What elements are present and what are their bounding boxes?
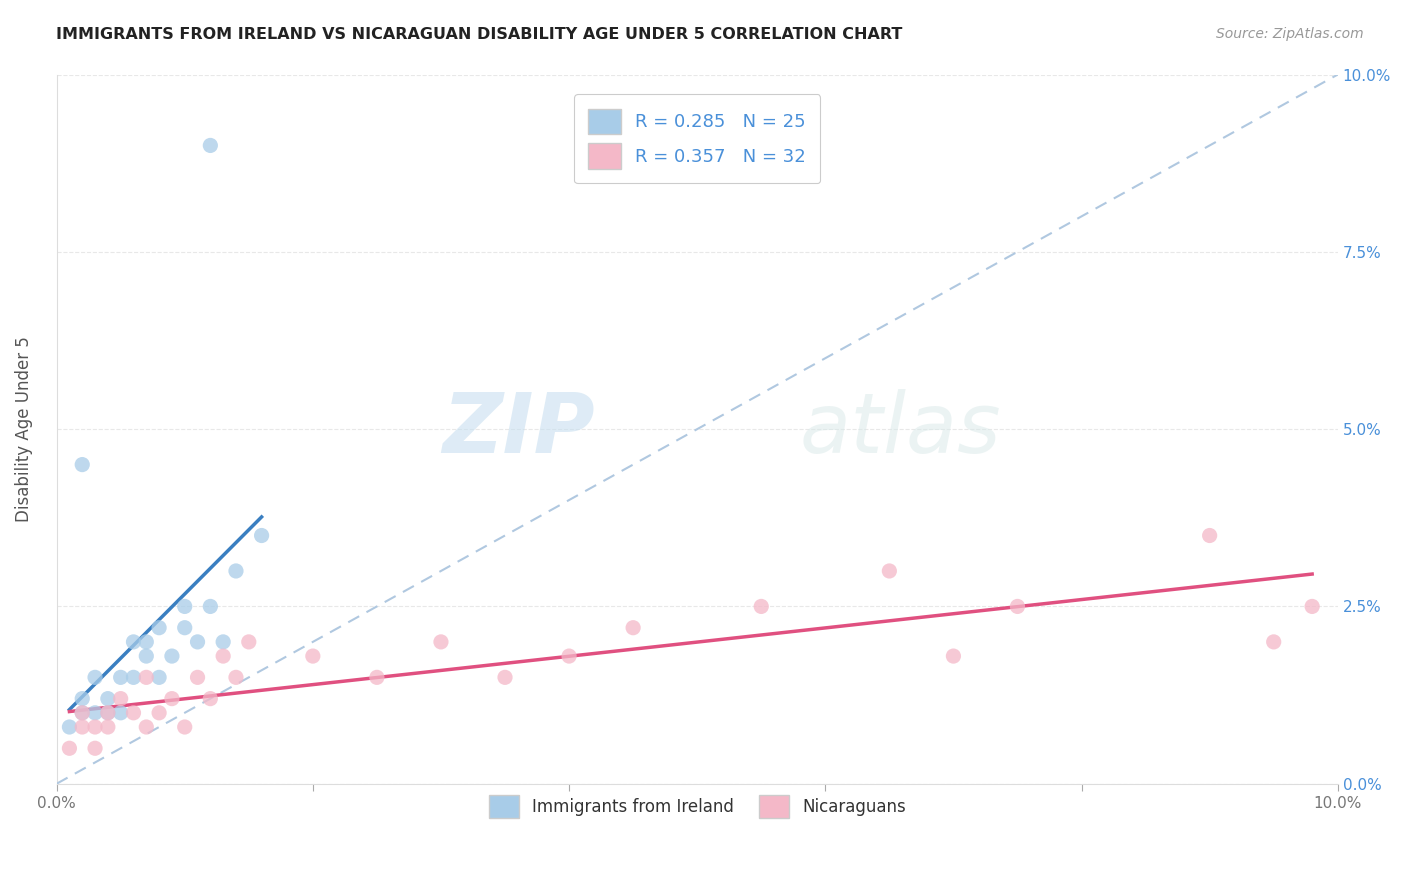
Point — [135, 635, 157, 649]
Point — [200, 691, 222, 706]
Point — [558, 649, 581, 664]
Point — [148, 621, 170, 635]
Point — [148, 670, 170, 684]
Point — [135, 720, 157, 734]
Point — [879, 564, 901, 578]
Point — [430, 635, 453, 649]
Point — [1301, 599, 1323, 614]
Point — [1007, 599, 1029, 614]
Point — [160, 691, 183, 706]
Point — [200, 599, 222, 614]
Legend: Immigrants from Ireland, Nicaraguans: Immigrants from Ireland, Nicaraguans — [482, 789, 912, 825]
Point — [1198, 528, 1220, 542]
Point — [70, 691, 93, 706]
Point — [58, 741, 80, 756]
Point — [70, 720, 93, 734]
Point — [173, 621, 195, 635]
Point — [302, 649, 325, 664]
Point — [225, 670, 247, 684]
Point — [84, 706, 107, 720]
Point — [84, 720, 107, 734]
Point — [122, 706, 145, 720]
Point — [749, 599, 772, 614]
Text: Source: ZipAtlas.com: Source: ZipAtlas.com — [1216, 27, 1364, 41]
Point — [173, 599, 195, 614]
Point — [135, 649, 157, 664]
Point — [186, 635, 208, 649]
Point — [942, 649, 965, 664]
Point — [366, 670, 388, 684]
Point — [250, 528, 273, 542]
Point — [110, 706, 132, 720]
Point — [84, 741, 107, 756]
Text: IMMIGRANTS FROM IRELAND VS NICARAGUAN DISABILITY AGE UNDER 5 CORRELATION CHART: IMMIGRANTS FROM IRELAND VS NICARAGUAN DI… — [56, 27, 903, 42]
Point — [97, 706, 120, 720]
Point — [238, 635, 260, 649]
Point — [148, 706, 170, 720]
Point — [70, 706, 93, 720]
Point — [186, 670, 208, 684]
Point — [70, 706, 93, 720]
Point — [160, 649, 183, 664]
Point — [110, 691, 132, 706]
Point — [97, 720, 120, 734]
Point — [70, 458, 93, 472]
Point — [225, 564, 247, 578]
Y-axis label: Disability Age Under 5: Disability Age Under 5 — [15, 336, 32, 522]
Point — [110, 670, 132, 684]
Point — [84, 670, 107, 684]
Point — [212, 649, 235, 664]
Point — [135, 670, 157, 684]
Point — [1263, 635, 1285, 649]
Point — [200, 138, 222, 153]
Text: ZIP: ZIP — [441, 389, 595, 469]
Point — [97, 706, 120, 720]
Text: atlas: atlas — [800, 389, 1001, 469]
Point — [58, 720, 80, 734]
Point — [621, 621, 644, 635]
Point — [97, 691, 120, 706]
Point — [122, 670, 145, 684]
Point — [494, 670, 516, 684]
Point — [122, 635, 145, 649]
Point — [173, 720, 195, 734]
Point — [212, 635, 235, 649]
